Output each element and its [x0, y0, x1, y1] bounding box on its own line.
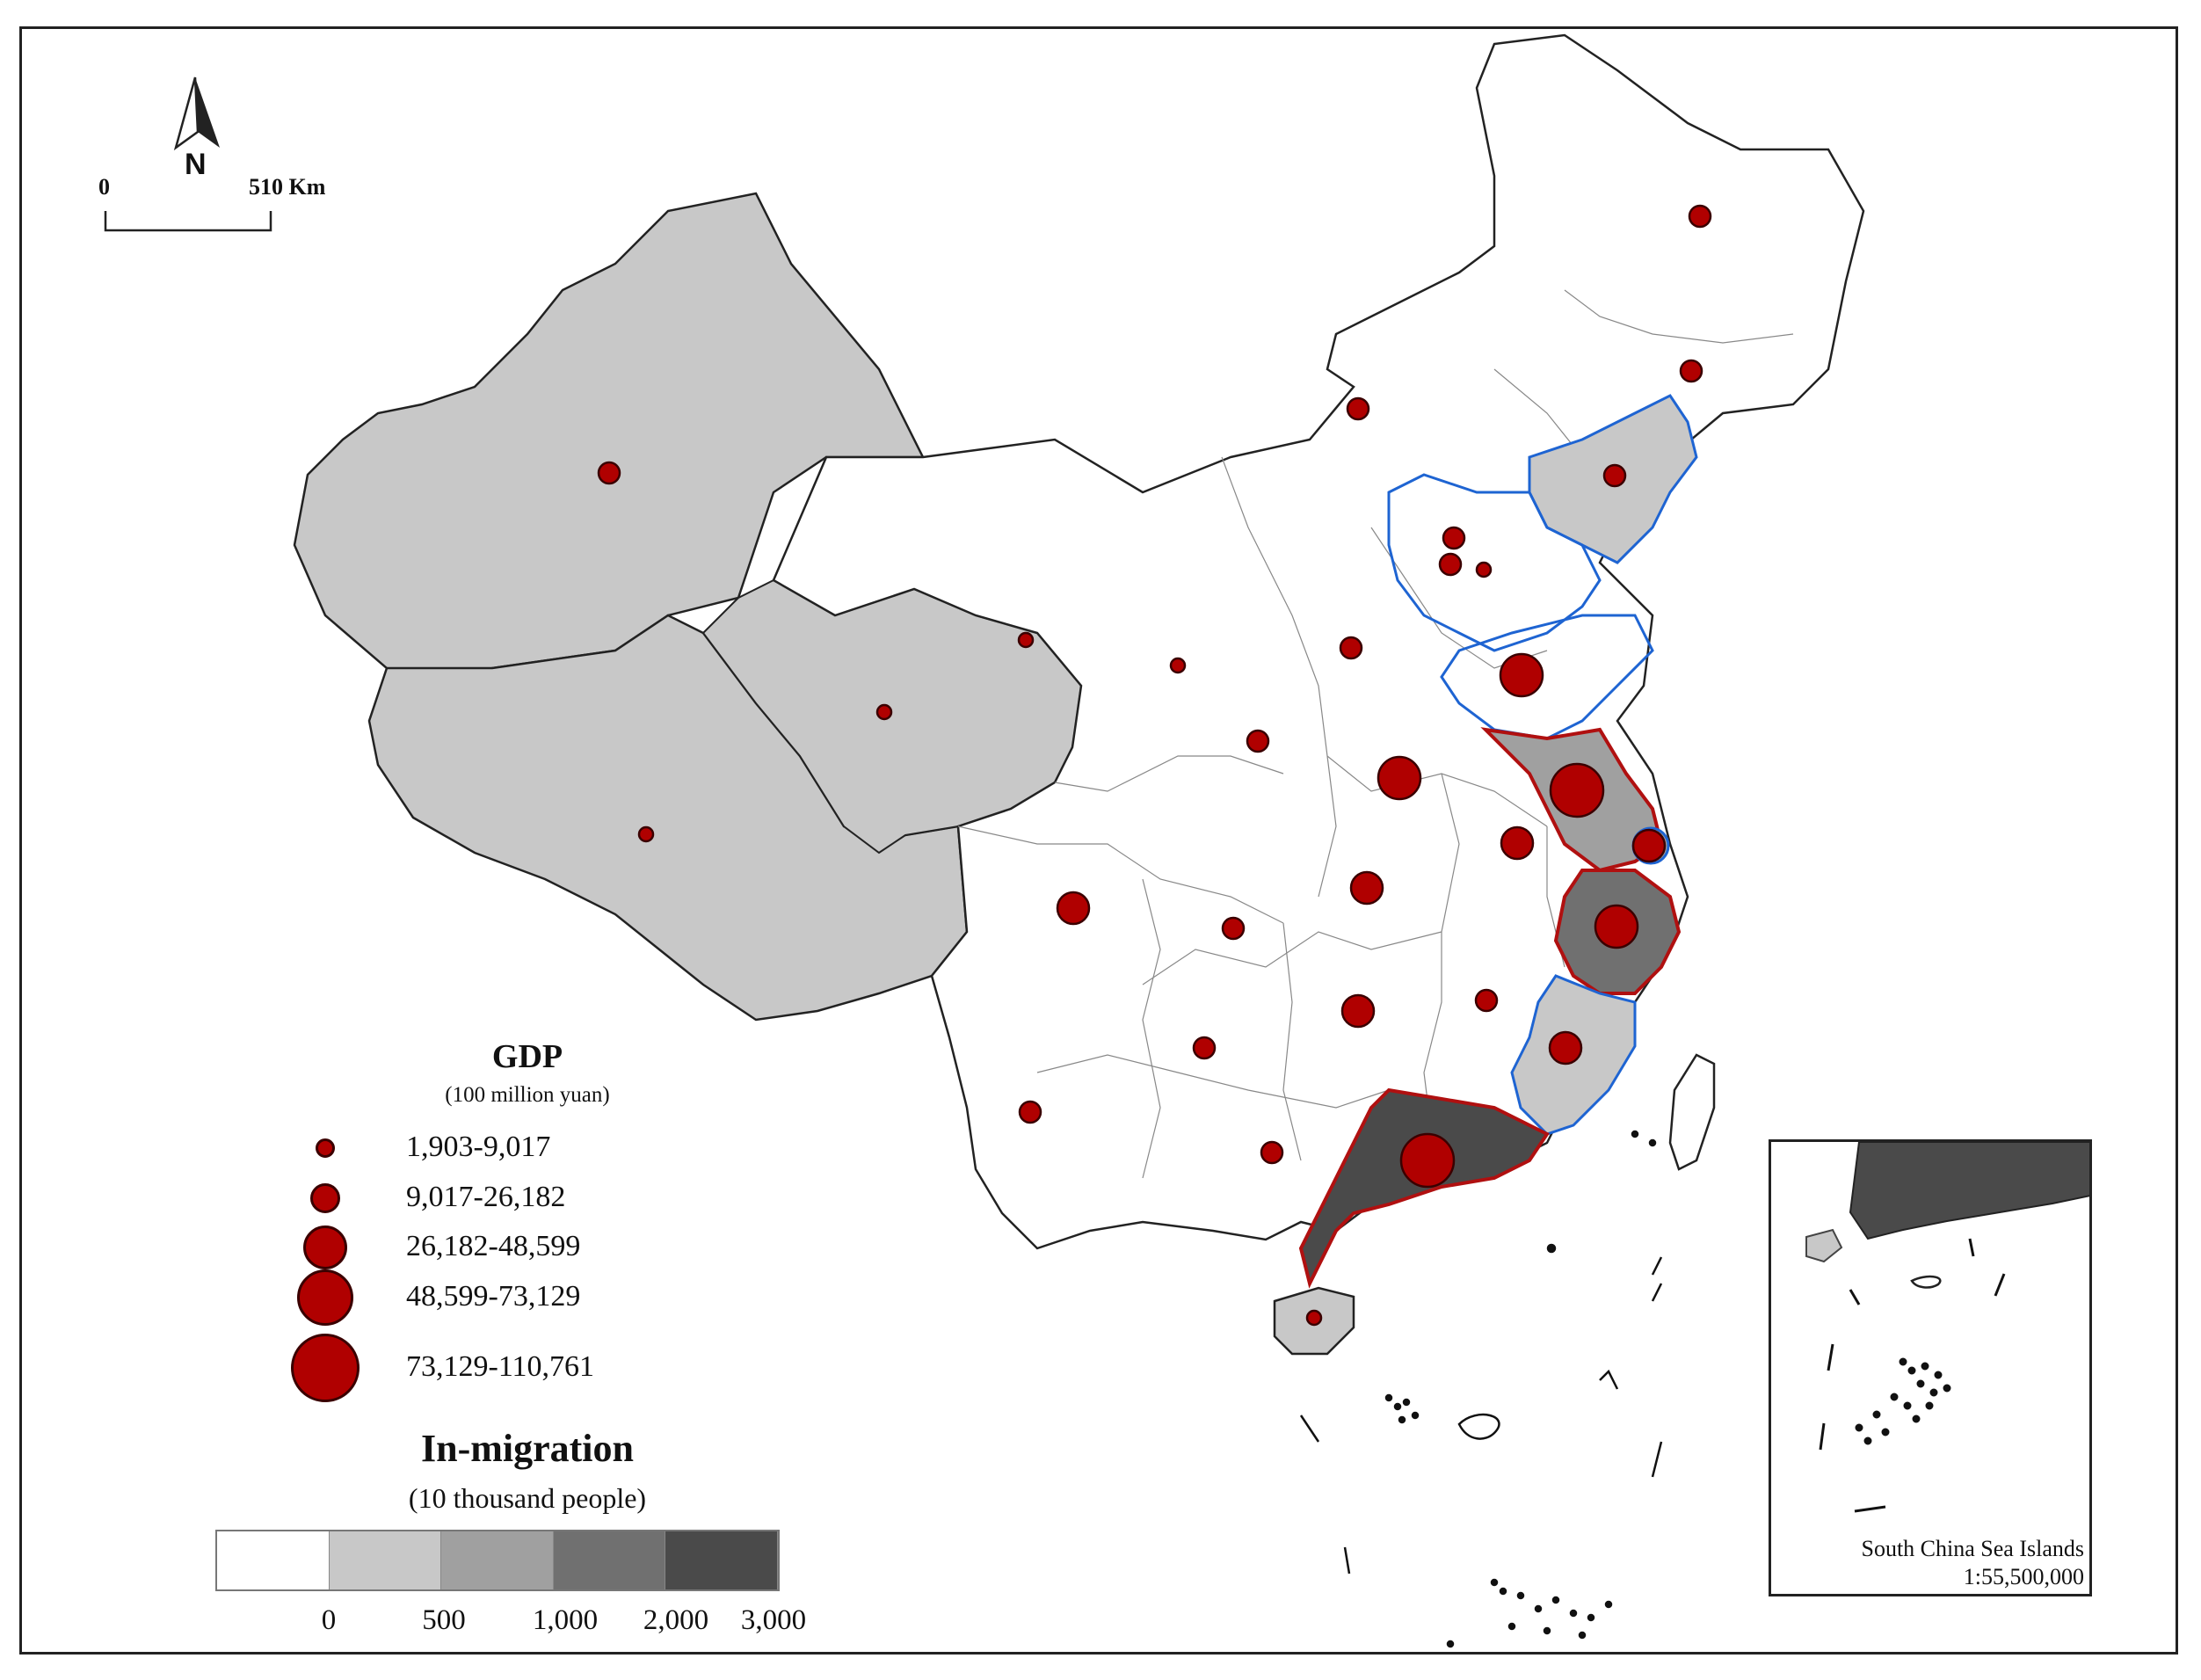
gdp-symbol	[1548, 1030, 1583, 1065]
ramp-tick-label: 0	[321, 1604, 337, 1636]
gdp-symbol	[1399, 1132, 1456, 1189]
gdp-symbol	[1474, 988, 1499, 1013]
gdp-symbol	[875, 703, 893, 721]
gdp-symbol	[597, 461, 621, 485]
gdp-symbol	[1340, 993, 1376, 1029]
gdp-symbol	[1499, 652, 1544, 698]
region-north-china-outline	[1387, 473, 1602, 652]
gdp-symbol	[1221, 916, 1246, 941]
gdp-legend-label: 48,599-73,129	[406, 1280, 581, 1313]
gdp-symbol	[1349, 870, 1384, 905]
gdp-legend-symbol	[297, 1269, 353, 1326]
ramp-tick-label: 500	[422, 1604, 466, 1636]
gdp-legend-title: GDP	[491, 1038, 563, 1075]
gdp-symbol	[1018, 1100, 1042, 1124]
inset-title: South China Sea Islands	[1861, 1536, 2085, 1561]
scale-end: 510 Km	[249, 174, 326, 200]
gdp-legend-symbol	[310, 1183, 340, 1213]
gdp-symbol	[1260, 1140, 1284, 1165]
gdp-legend-row: 26,182-48,599	[281, 1225, 650, 1295]
gdp-symbol	[1594, 904, 1639, 949]
inmigration-legend-unit: (10 thousand people)	[408, 1482, 647, 1514]
gdp-symbol	[1017, 631, 1035, 649]
ramp-swatch	[665, 1531, 778, 1589]
gdp-symbol	[1631, 828, 1667, 863]
gdp-legend-label: 1,903-9,017	[406, 1131, 551, 1163]
gdp-symbol	[1346, 396, 1370, 421]
gdp-symbol	[1602, 463, 1627, 488]
gdp-legend-row: 48,599-73,129	[281, 1269, 650, 1345]
inmigration-legend-title: In-migration	[421, 1427, 634, 1470]
inset-map-svg	[1805, 1142, 2089, 1513]
inmigration-color-ramp	[215, 1530, 780, 1591]
region-shandong-outline	[1440, 614, 1654, 740]
gdp-symbol	[1442, 526, 1466, 550]
gdp-symbol	[1688, 204, 1712, 229]
gdp-legend-label: 9,017-26,182	[406, 1181, 566, 1213]
gdp-legend-symbol	[303, 1225, 347, 1269]
gdp-symbol	[1169, 657, 1187, 674]
gdp-legend-label: 26,182-48,599	[406, 1230, 581, 1262]
gdp-legend-row: 73,129-110,761	[281, 1334, 650, 1415]
gdp-legend-symbol	[291, 1334, 360, 1402]
gdp-symbol	[1192, 1036, 1217, 1060]
gdp-symbol	[1475, 561, 1493, 578]
gdp-legend-row: 9,017-26,182	[281, 1175, 650, 1246]
inset-scale: 1:55,500,000	[1963, 1564, 2084, 1589]
north-arrow-icon	[173, 76, 220, 151]
gdp-legend-symbol	[316, 1138, 335, 1158]
gdp-symbol	[1549, 762, 1605, 818]
gdp-symbol	[1305, 1309, 1323, 1327]
north-label: N	[185, 148, 207, 181]
gdp-symbol	[1500, 825, 1535, 861]
ramp-tick-label: 2,000	[643, 1604, 709, 1636]
scale-start: 0	[98, 174, 110, 200]
gdp-legend-label: 73,129-110,761	[406, 1350, 595, 1383]
scale-bar	[104, 211, 272, 232]
ramp-swatch	[329, 1531, 442, 1589]
region-taiwan	[1668, 1053, 1716, 1171]
gdp-legend-row: 1,903-9,017	[281, 1125, 650, 1196]
gdp-symbol	[1339, 636, 1363, 660]
gdp-symbol	[637, 825, 655, 843]
gdp-symbol	[1377, 755, 1422, 801]
south-china-sea-islands	[1299, 1130, 1663, 1648]
gdp-symbol	[1438, 552, 1463, 577]
gdp-legend-unit: (100 million yuan)	[445, 1083, 610, 1107]
ramp-tick-label: 1,000	[532, 1604, 599, 1636]
gdp-symbol	[1246, 729, 1270, 753]
inset-map: South China Sea Islands 1:55,500,000	[1769, 1139, 2092, 1596]
ramp-tick-label: 3,000	[740, 1604, 807, 1636]
ramp-swatch	[217, 1531, 330, 1589]
ramp-swatch	[441, 1531, 554, 1589]
gdp-symbol	[1056, 891, 1091, 926]
gdp-symbol	[1679, 359, 1703, 383]
gdp-symbols	[597, 204, 1712, 1327]
ramp-swatch	[553, 1531, 666, 1589]
